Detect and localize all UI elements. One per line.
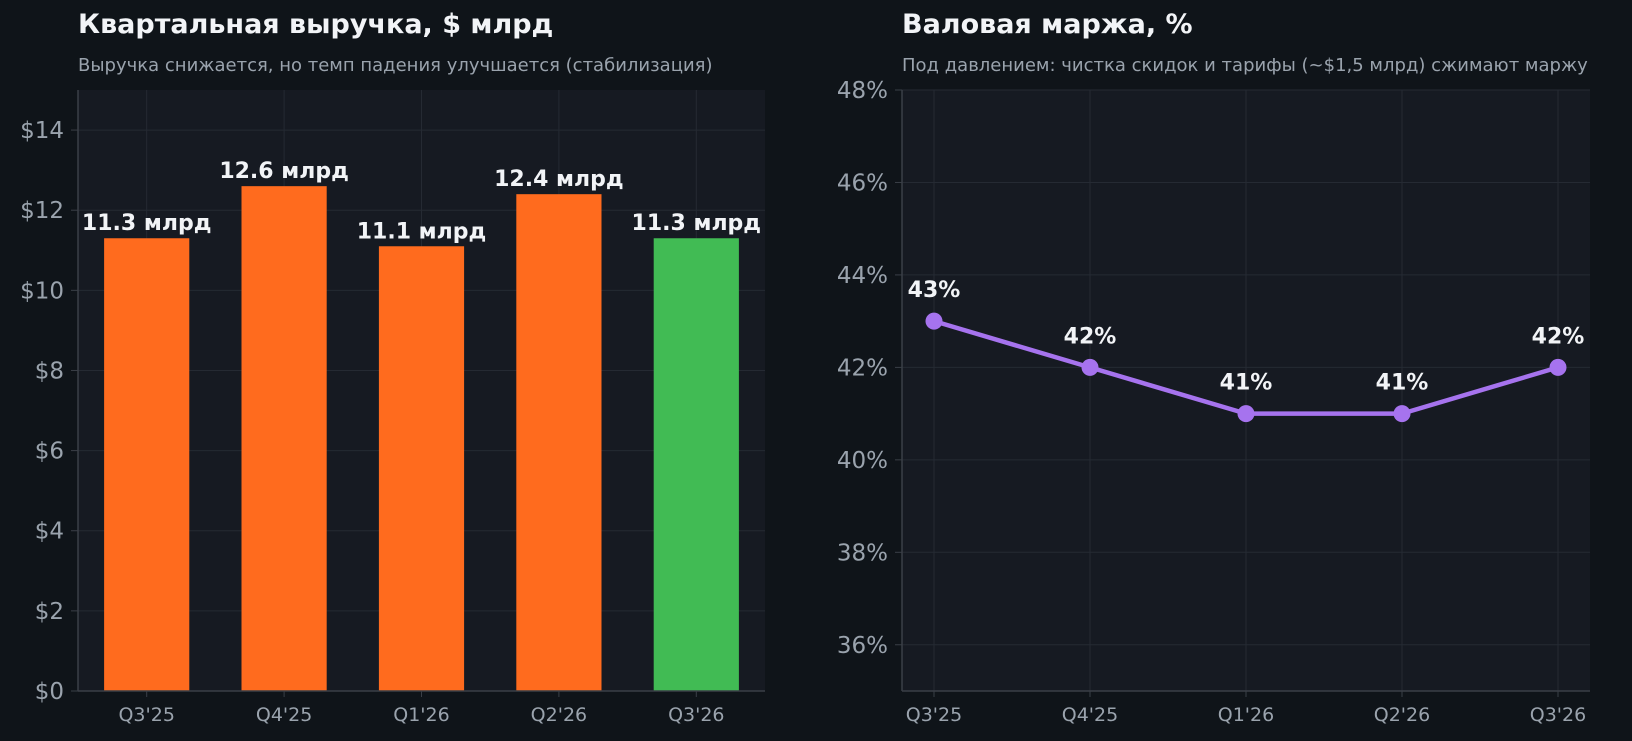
revenue-ytick-label: $0 <box>35 679 64 705</box>
margin-point <box>925 312 943 330</box>
revenue-bar <box>241 186 327 691</box>
margin-point <box>1549 358 1567 376</box>
revenue-chart-subtitle: Выручка снижается, но темп падения улучш… <box>78 55 713 76</box>
revenue-ytick-label: $6 <box>35 439 64 465</box>
revenue-ytick-label: $10 <box>20 278 64 304</box>
margin-chart-title: Валовая маржа, % <box>902 9 1193 40</box>
revenue-ytick-label: $14 <box>20 118 64 144</box>
revenue-xtick-label: Q1'26 <box>393 704 449 726</box>
revenue-xtick-label: Q3'25 <box>118 704 174 726</box>
revenue-data-label: 11.1 млрд <box>357 219 487 244</box>
revenue-ytick-label: $12 <box>20 198 64 224</box>
margin-xtick-label: Q3'25 <box>906 704 962 726</box>
revenue-ytick-label: $4 <box>35 519 64 545</box>
revenue-data-label: 12.6 млрд <box>219 159 349 184</box>
margin-data-label: 43% <box>908 278 961 303</box>
margin-chart-subtitle: Под давлением: чистка скидок и тарифы (~… <box>902 55 1588 76</box>
revenue-ytick-label: $2 <box>35 599 64 625</box>
margin-data-label: 41% <box>1376 371 1429 396</box>
revenue-bar <box>378 246 465 691</box>
margin-data-label: 42% <box>1064 324 1117 349</box>
revenue-xtick-label: Q2'26 <box>531 704 587 726</box>
margin-ytick-label: 38% <box>837 540 888 566</box>
margin-xtick-label: Q2'26 <box>1374 704 1430 726</box>
margin-ytick-label: 36% <box>837 633 888 659</box>
revenue-xtick-label: Q3'26 <box>668 704 724 726</box>
margin-ytick-label: 40% <box>837 448 888 474</box>
revenue-data-label: 12.4 млрд <box>494 167 624 192</box>
revenue-chart-title: Квартальная выручка, $ млрд <box>78 9 554 40</box>
margin-ytick-label: 42% <box>837 355 888 381</box>
revenue-bar <box>104 238 190 691</box>
margin-ytick-label: 44% <box>837 263 888 289</box>
margin-data-label: 41% <box>1220 371 1273 396</box>
margin-ytick-label: 46% <box>837 170 888 196</box>
revenue-xtick-label: Q4'25 <box>256 704 312 726</box>
margin-ytick-label: 48% <box>837 78 888 104</box>
margin-xtick-label: Q3'26 <box>1530 704 1586 726</box>
revenue-bar <box>516 194 602 691</box>
margin-point <box>1081 358 1099 376</box>
margin-xtick-label: Q4'25 <box>1062 704 1118 726</box>
margin-point <box>1393 405 1411 423</box>
revenue-data-label: 11.3 млрд <box>632 211 762 236</box>
margin-data-label: 42% <box>1532 324 1585 349</box>
revenue-bar <box>653 238 739 691</box>
revenue-ytick-label: $8 <box>35 358 64 384</box>
revenue-data-label: 11.3 млрд <box>82 211 212 236</box>
margin-point <box>1237 405 1255 423</box>
margin-xtick-label: Q1'26 <box>1218 704 1274 726</box>
